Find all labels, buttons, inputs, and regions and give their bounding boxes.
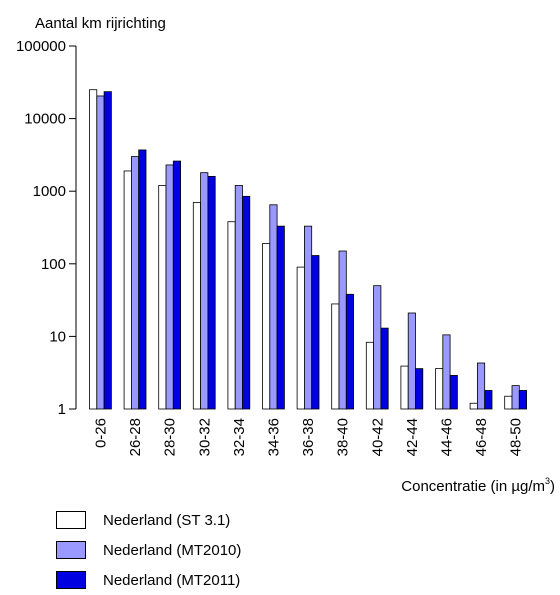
x-tick-label: 38-40 <box>335 418 352 456</box>
y-axis-label: Aantal km rijrichting <box>35 15 166 32</box>
bar-46-48-s2 <box>476 362 486 410</box>
x-tick-label: 44-46 <box>438 418 455 456</box>
bar-44-46-s3 <box>449 375 458 410</box>
bar-42-44-s1 <box>400 365 409 410</box>
legend-swatch-mt2010 <box>56 541 86 559</box>
bar-46-48-s1 <box>469 402 478 410</box>
x-tick-labels: 0-26 26-28 28-30 30-32 32-34 34-36 36-38 38-40 4… <box>92 418 524 456</box>
bar-32-34-s2 <box>234 185 243 410</box>
legend-item-mt2010: Nederland (MT2010) <box>56 535 241 565</box>
bar-34-36-s2 <box>269 204 278 410</box>
legend-swatch-mt2011 <box>56 571 86 589</box>
bar-0-26-s2 <box>96 95 105 410</box>
legend-label-mt2011: Nederland (MT2011) <box>103 571 241 589</box>
bar-36-38-s3 <box>311 255 320 410</box>
x-tick-label: 48-50 <box>508 418 525 456</box>
y-tick-label: 1 <box>58 401 66 418</box>
bar-48-50-s1 <box>504 395 513 410</box>
bar-32-34-s1 <box>227 221 236 410</box>
x-tick-label: 26-28 <box>127 418 144 456</box>
x-tick-label: 36-38 <box>300 418 317 456</box>
legend-swatch-st31 <box>56 511 86 529</box>
bar-48-50-s2 <box>511 385 520 410</box>
bar-38-40-s3 <box>345 293 354 410</box>
bar-40-42-s3 <box>380 327 389 410</box>
bar-26-28-s3 <box>138 149 147 410</box>
bar-34-36-s1 <box>262 243 271 410</box>
bar-0-26-s1 <box>89 89 98 410</box>
bar-28-30-s2 <box>165 164 174 410</box>
y-tick-label: 10 <box>49 328 66 345</box>
x-tick-label: 40-42 <box>369 418 386 456</box>
bar-44-46-s2 <box>442 334 451 410</box>
bar-30-32-s2 <box>200 172 209 410</box>
x-tick-label: 42-44 <box>404 418 421 456</box>
y-tick-label: 100000 <box>16 38 66 55</box>
bar-30-32-s3 <box>207 175 216 410</box>
x-tick-label: 30-32 <box>196 418 213 456</box>
bar-36-38-s1 <box>296 266 305 410</box>
legend-label-st31: Nederland (ST 3.1) <box>103 511 231 529</box>
bar-42-44-s2 <box>407 312 416 410</box>
legend-label-mt2010: Nederland (MT2010) <box>103 541 242 559</box>
x-axis-label: Concentratie (in µg/m3) <box>401 476 555 495</box>
legend: Nederland (ST 3.1) Nederland (MT2010) Ne… <box>56 505 241 595</box>
bar-40-42-s1 <box>365 341 374 410</box>
x-tick-label: 46-48 <box>473 418 490 456</box>
y-tick-label: 100 <box>41 256 66 273</box>
y-tick-label: 1000 <box>33 183 66 200</box>
x-tick-label: 0-26 <box>92 418 109 448</box>
bar-42-44-s3 <box>415 368 424 410</box>
bar-28-30-s3 <box>172 160 182 410</box>
x-tick-label: 28-30 <box>162 418 179 456</box>
bar-48-50-s3 <box>518 390 527 410</box>
axes: 1 10 100 1000 10000 100000 <box>16 38 77 418</box>
bar-32-34-s3 <box>242 195 251 410</box>
bar-34-36-s3 <box>276 225 285 410</box>
bar-36-38-s2 <box>303 225 313 410</box>
legend-item-mt2011: Nederland (MT2011) <box>56 565 241 595</box>
bar-46-48-s3 <box>484 390 493 410</box>
x-tick-label: 34-36 <box>265 418 282 456</box>
legend-item-st31: Nederland (ST 3.1) <box>56 505 241 535</box>
bar-26-28-s1 <box>123 170 132 410</box>
bars <box>89 89 527 410</box>
bar-26-28-s2 <box>130 156 140 410</box>
bar-28-30-s1 <box>158 185 167 410</box>
y-tick-label: 10000 <box>24 111 66 128</box>
bar-44-46-s1 <box>435 368 444 410</box>
bar-38-40-s2 <box>338 250 347 410</box>
x-tick-label: 32-34 <box>231 418 248 456</box>
bar-38-40-s1 <box>331 303 340 410</box>
bar-0-26-s3 <box>103 91 112 410</box>
bar-30-32-s1 <box>192 202 202 410</box>
bar-40-42-s2 <box>373 285 382 410</box>
